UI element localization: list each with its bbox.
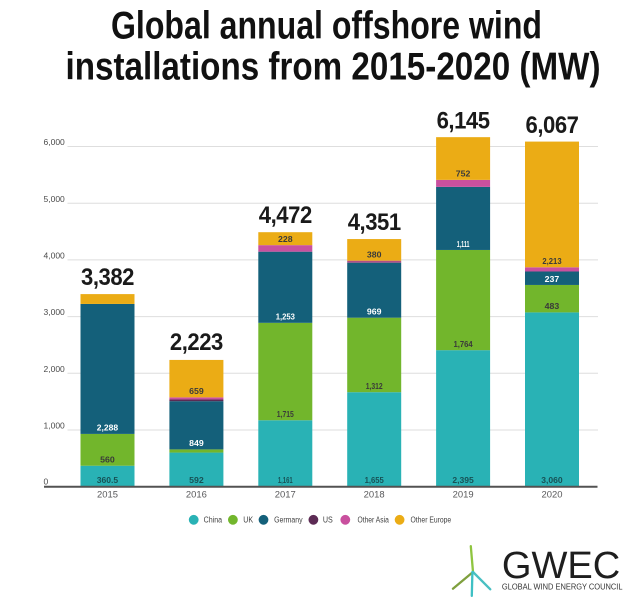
svg-text:1,161: 1,161 — [278, 476, 293, 485]
svg-text:2,000: 2,000 — [44, 364, 66, 374]
svg-text:2,288: 2,288 — [97, 424, 119, 433]
svg-text:GLOBAL WIND ENERGY COUNCIL: GLOBAL WIND ENERGY COUNCIL — [502, 582, 623, 591]
svg-text:6,000: 6,000 — [44, 137, 66, 147]
svg-text:Germany: Germany — [274, 516, 303, 525]
svg-text:1,000: 1,000 — [44, 421, 66, 431]
svg-text:1,312: 1,312 — [366, 382, 383, 391]
svg-text:Global annual offshore wind: Global annual offshore wind — [111, 5, 542, 48]
svg-text:5,000: 5,000 — [44, 194, 66, 204]
svg-text:2,223: 2,223 — [170, 329, 223, 356]
svg-text:4,000: 4,000 — [44, 251, 66, 261]
svg-text:2,213: 2,213 — [542, 257, 562, 266]
svg-text:360.5: 360.5 — [97, 476, 119, 485]
svg-text:UK: UK — [243, 516, 253, 525]
svg-text:Other Asia: Other Asia — [358, 516, 390, 525]
svg-text:4,472: 4,472 — [259, 202, 312, 229]
svg-text:2015: 2015 — [97, 489, 118, 499]
svg-text:installations from 2015-2020 (: installations from 2015-2020 (MW) — [66, 46, 601, 89]
svg-text:4,351: 4,351 — [348, 209, 401, 236]
svg-text:2017: 2017 — [275, 489, 296, 499]
svg-text:1,111: 1,111 — [457, 240, 470, 249]
svg-text:237: 237 — [545, 275, 560, 284]
svg-text:228: 228 — [278, 235, 293, 244]
svg-text:Other Europe: Other Europe — [411, 516, 452, 525]
svg-text:752: 752 — [456, 170, 471, 179]
svg-text:3,382: 3,382 — [81, 264, 134, 291]
svg-text:2,395: 2,395 — [452, 476, 474, 485]
svg-text:3,060: 3,060 — [541, 476, 563, 485]
svg-text:560: 560 — [100, 456, 115, 465]
svg-text:6,145: 6,145 — [437, 108, 490, 135]
svg-text:2019: 2019 — [453, 489, 474, 499]
svg-text:US: US — [323, 516, 333, 525]
svg-text:969: 969 — [367, 308, 382, 317]
svg-text:380: 380 — [367, 250, 382, 259]
svg-text:China: China — [204, 516, 223, 525]
svg-text:GWEC: GWEC — [502, 545, 620, 587]
svg-text:1,715: 1,715 — [277, 410, 294, 419]
svg-text:592: 592 — [189, 476, 204, 485]
svg-text:659: 659 — [189, 387, 204, 396]
svg-text:6,067: 6,067 — [526, 112, 579, 139]
svg-text:2016: 2016 — [186, 489, 207, 499]
svg-text:2018: 2018 — [364, 489, 385, 499]
svg-text:2020: 2020 — [542, 489, 563, 499]
svg-text:0: 0 — [44, 477, 49, 487]
svg-text:1,253: 1,253 — [276, 313, 296, 322]
svg-text:3,000: 3,000 — [44, 307, 66, 317]
svg-text:1,764: 1,764 — [454, 340, 474, 349]
svg-text:1,655: 1,655 — [365, 476, 385, 485]
svg-text:849: 849 — [189, 439, 204, 448]
svg-text:483: 483 — [545, 302, 560, 311]
